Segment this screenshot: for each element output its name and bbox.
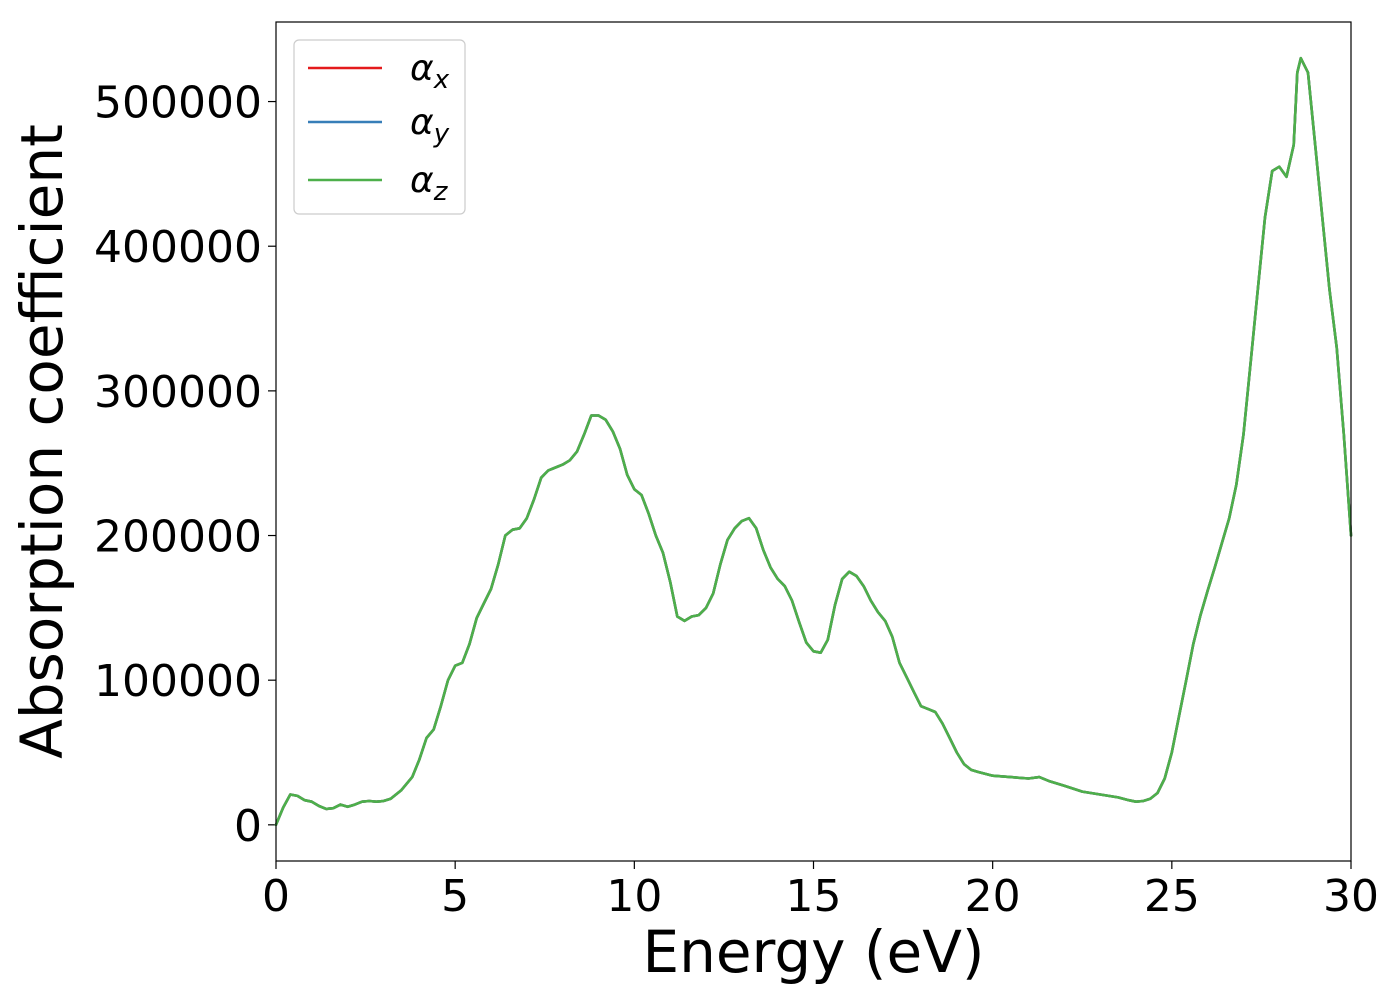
x-tick-label: 15 — [786, 871, 842, 922]
y-axis-title: Absorption coefficient — [8, 124, 76, 759]
y-tick-label: 200000 — [94, 512, 262, 563]
x-tick-label: 20 — [965, 871, 1021, 922]
x-axis-ticks: 0 5 10 15 20 25 30 — [262, 861, 1379, 922]
x-tick-label: 25 — [1144, 871, 1200, 922]
x-tick-label: 0 — [262, 871, 290, 922]
y-tick-label: 100000 — [94, 656, 262, 707]
x-axis-title: Energy (eV) — [642, 918, 984, 986]
series-layer — [274, 56, 1353, 827]
legend-label-2: αy — [410, 102, 450, 149]
x-tick-label: 5 — [441, 871, 469, 922]
x-tick-label: 10 — [606, 871, 662, 922]
plot-frame — [275, 21, 1352, 862]
legend-box — [293, 39, 466, 215]
legend-label-1: αx — [410, 48, 450, 95]
y-axis-ticks: 0 100000 200000 300000 400000 500000 — [94, 78, 276, 852]
series-line-3 — [274, 56, 1353, 827]
legend: αx αy αz — [293, 39, 466, 215]
y-tick-label: 0 — [234, 801, 262, 852]
x-tick-label: 30 — [1323, 871, 1379, 922]
legend-label-3: αz — [410, 160, 449, 207]
y-tick-label: 500000 — [94, 78, 262, 129]
y-tick-label: 400000 — [94, 222, 262, 273]
y-tick-label: 300000 — [94, 367, 262, 418]
